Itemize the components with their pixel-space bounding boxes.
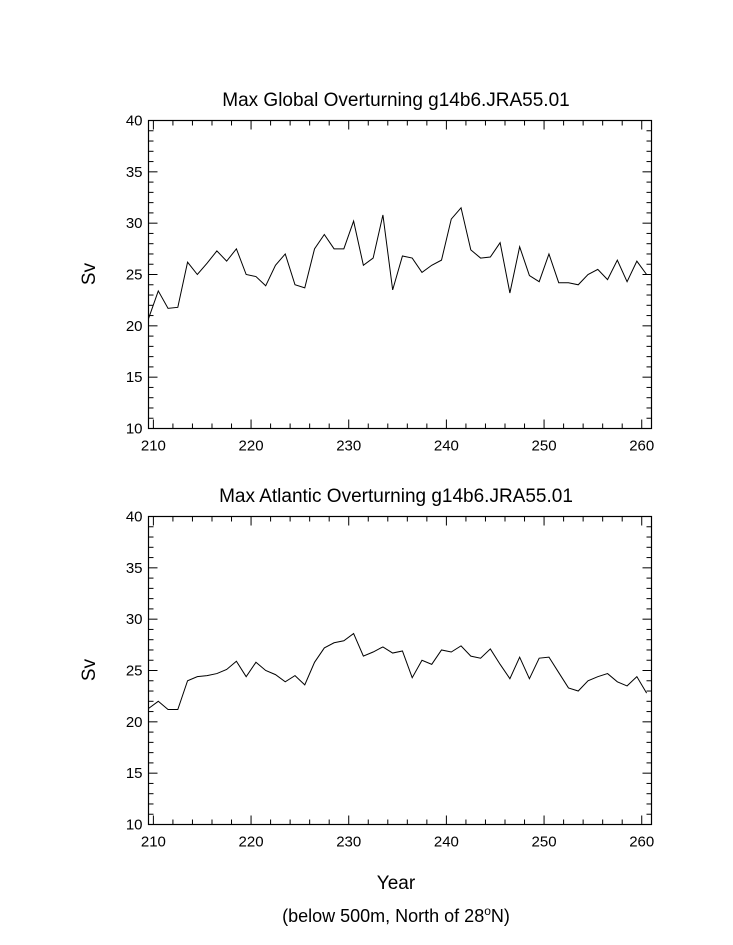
y-tick-label: 35: [126, 560, 143, 577]
y-tick-label: 30: [126, 215, 143, 232]
y-axis-label: Sv: [79, 658, 100, 681]
y-tick-label: 10: [126, 817, 143, 834]
caption-suffix: N): [491, 906, 510, 926]
x-tick-label: 240: [434, 438, 459, 455]
caption-superscript: o: [484, 904, 491, 918]
panel-title: Max Global Overturning g14b6.JRA55.01: [222, 90, 569, 111]
y-axis-label: Sv: [79, 262, 100, 285]
x-tick-label: 260: [629, 438, 654, 455]
series-line: [148, 632, 648, 711]
axis-ticks: [148, 516, 652, 825]
y-tick-label: 10: [126, 421, 143, 438]
x-tick-label: 250: [532, 834, 557, 851]
y-tick-label: 35: [126, 164, 143, 181]
series-line: [148, 206, 648, 319]
plot-frame: [147, 119, 653, 430]
figure-caption: (below 500m, North of 28oN): [282, 904, 510, 926]
atlantic-overturning-panel: Max Atlantic Overturning g14b6.JRA55.01 …: [79, 486, 654, 894]
y-tick-label: 20: [126, 714, 143, 731]
series-group: [148, 632, 648, 711]
caption-prefix: (below 500m, North of 28: [282, 906, 484, 926]
y-tick-label: 40: [126, 509, 143, 526]
y-tick-label: 20: [126, 318, 143, 335]
x-tick-label: 220: [239, 438, 264, 455]
x-tick-label: 210: [141, 438, 166, 455]
x-tick-label: 240: [434, 834, 459, 851]
y-tick-label: 25: [126, 267, 143, 284]
y-tick-label: 15: [126, 369, 143, 386]
y-tick-label: 25: [126, 663, 143, 680]
x-tick-label: 220: [239, 834, 264, 851]
y-tick-label: 15: [126, 765, 143, 782]
series-group: [148, 206, 648, 319]
y-tick-label: 40: [126, 113, 143, 130]
x-tick-label: 210: [141, 834, 166, 851]
global-overturning-panel: Max Global Overturning g14b6.JRA55.01 Sv…: [79, 90, 654, 455]
x-tick-label: 230: [336, 438, 361, 455]
x-tick-label: 260: [629, 834, 654, 851]
x-tick-label: 250: [532, 438, 557, 455]
panel-title: Max Atlantic Overturning g14b6.JRA55.01: [219, 486, 573, 507]
tick-labels: 210 220 230 240 250 260 10 15 20 25 30 35 40: [126, 509, 654, 851]
axis-ticks: [148, 120, 652, 429]
tick-labels: 210 220 230 240 250 260 10 15 20 25 30 35 40: [126, 113, 654, 455]
x-axis-label: Year: [377, 873, 416, 894]
y-tick-label: 30: [126, 611, 143, 628]
x-tick-label: 230: [336, 834, 361, 851]
